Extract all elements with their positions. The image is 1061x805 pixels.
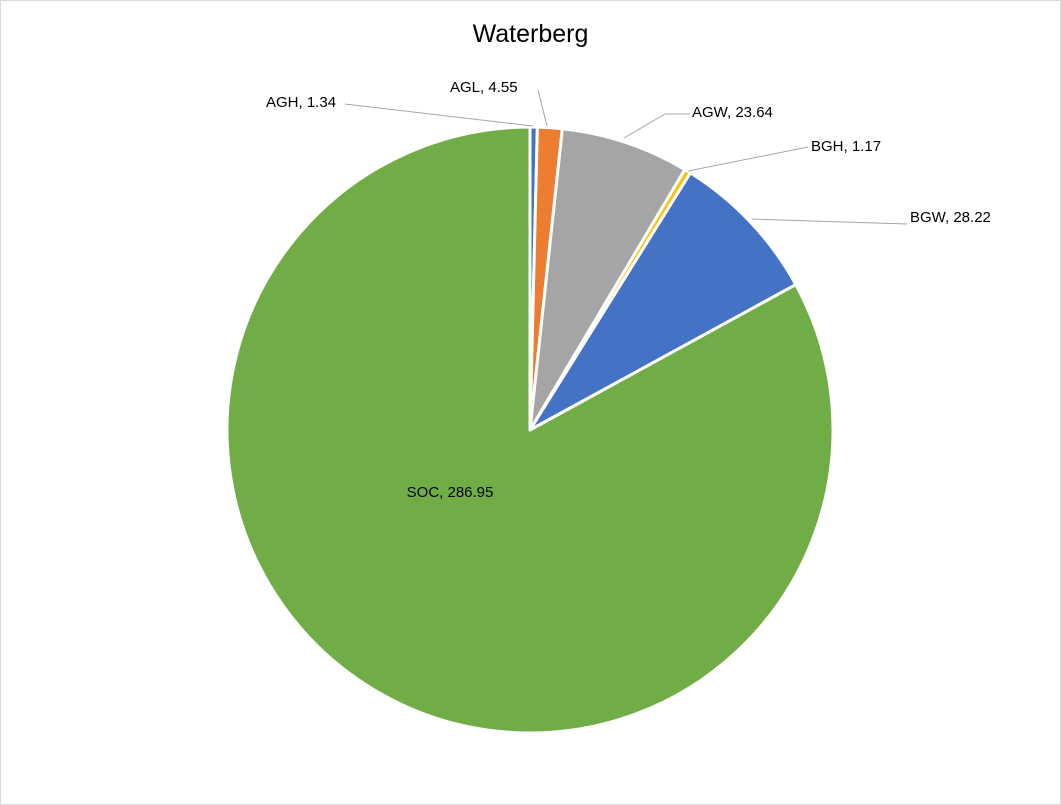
leader-line-bgh <box>687 146 809 172</box>
leader-line-agw <box>623 113 690 139</box>
data-label-soc: SOC, 286.95 <box>407 484 494 501</box>
chart-title: Waterberg <box>472 20 589 48</box>
data-label-agh: AGH, 1.34 <box>266 94 336 111</box>
pie-slice-agw <box>528 127 687 432</box>
leader-line-bgw <box>751 218 908 225</box>
data-label-bgw: BGW, 28.22 <box>910 209 991 226</box>
pie-slice-bgw <box>528 171 798 432</box>
leader-line-agh <box>344 103 534 127</box>
data-label-bgh: BGH, 1.17 <box>811 138 881 155</box>
pie-slice-soc <box>225 125 835 735</box>
data-label-agl: AGL, 4.55 <box>450 79 518 96</box>
data-label-agw: AGW, 23.64 <box>692 104 773 121</box>
leader-line-agl <box>537 89 548 127</box>
